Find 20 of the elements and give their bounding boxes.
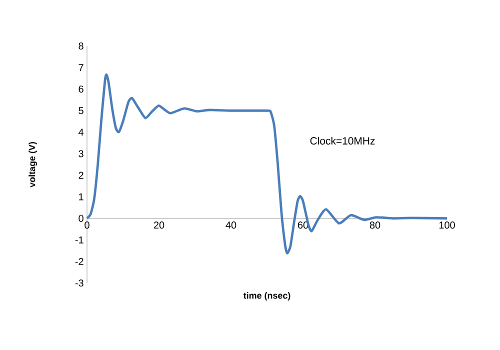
x-axis-title: time (nsec) — [243, 292, 290, 300]
y-tick-label: 7 — [78, 64, 84, 71]
x-tick-label: 0 — [84, 222, 90, 229]
y-tick-label: 4 — [78, 128, 84, 136]
y-tick-label: 5 — [78, 107, 84, 114]
y-tick-label: 2 — [78, 172, 84, 179]
x-tick-label: 100 — [439, 222, 455, 229]
y-tick-label: -2 — [75, 258, 84, 265]
y-tick-label: 1 — [79, 193, 84, 200]
y-tick-label: 8 — [78, 42, 84, 50]
y-tick-label: -1 — [75, 236, 84, 244]
annotation: Clock=10MHz — [310, 136, 375, 145]
y-axis-title: voltage (V) — [28, 142, 38, 188]
y-tick-label: 3 — [78, 150, 84, 158]
x-tick-label: 20 — [154, 222, 164, 229]
y-tick-label: 0 — [78, 214, 84, 222]
y-tick-label: 6 — [78, 86, 84, 93]
x-tick-label: 40 — [226, 222, 236, 229]
x-tick-label: 80 — [370, 222, 380, 229]
y-tick-label: -3 — [75, 279, 84, 287]
